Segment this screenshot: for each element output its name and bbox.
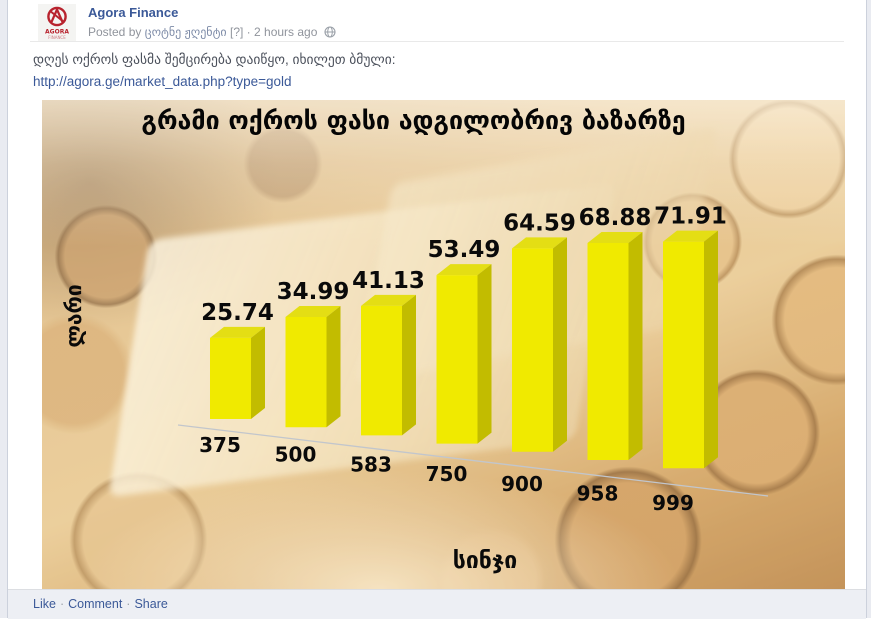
x-tick-label: 958 [577, 482, 619, 506]
bar-front-face [285, 316, 327, 428]
bar-side-face [326, 305, 341, 428]
agora-finance-logo-icon: AGORA FINANCE [45, 6, 69, 40]
bar-front-face [210, 337, 251, 419]
bar-group: 64.59 900 [501, 210, 576, 495]
left-page-edge [0, 0, 8, 618]
bar-front-face [436, 275, 478, 444]
bar-side-face [402, 294, 416, 436]
footer-action-links: Like · Comment · Share [33, 597, 168, 611]
svg-text:FINANCE: FINANCE [48, 35, 66, 40]
svg-text:AGORA: AGORA [45, 29, 69, 36]
post-byline: Posted by ცოტნე ჟღენტი [?] · 2 hours ago [88, 25, 588, 41]
bar-value-label: 34.99 [277, 279, 350, 305]
bar-top-face [285, 305, 341, 317]
bar-top-face [210, 326, 265, 338]
author-badge: [?] [229, 25, 244, 39]
footer-separator: · [126, 597, 131, 611]
bar-front-face [587, 243, 629, 460]
x-axis-label: სინჯი [452, 548, 518, 574]
y-axis-label: ლარი [62, 284, 86, 348]
bar-side-face [553, 237, 567, 452]
page-name-link[interactable]: Agora Finance [88, 5, 179, 20]
header-text: Agora Finance Posted by ცოტნე ჟღენტი [?]… [88, 3, 588, 41]
bar-group: 53.49 750 [426, 237, 501, 486]
footer-separator: · [59, 597, 65, 611]
post-link[interactable]: http://agora.ge/market_data.php?type=gol… [33, 74, 292, 89]
bar-front-face [512, 248, 553, 452]
byline-prefix: Posted by [88, 25, 142, 39]
post-timestamp[interactable]: 2 hours ago [254, 25, 318, 39]
bar-group: 41.13 583 [350, 268, 425, 477]
chart-title: გრამი ოქროს ფასი ადგილობრივ ბაზარზე [141, 106, 686, 135]
bar-side-face [251, 326, 265, 419]
x-tick-label: 750 [426, 462, 468, 486]
x-tick-label: 375 [199, 433, 241, 457]
bar-side-face [628, 232, 643, 460]
bar-side-face [477, 264, 492, 444]
page-avatar[interactable]: AGORA FINANCE [38, 4, 76, 42]
bar-top-face [663, 230, 718, 242]
x-axis-line [177, 424, 769, 497]
bar-value-label: 41.13 [352, 268, 425, 294]
bar-value-label: 53.49 [428, 237, 501, 263]
header-divider [30, 41, 844, 42]
bar-top-face [361, 294, 416, 306]
bar-group: 71.91 999 [652, 204, 727, 516]
bar-top-face [512, 237, 567, 249]
x-tick-label: 900 [501, 472, 543, 496]
x-tick-label: 999 [652, 491, 694, 515]
byline-separator: · [246, 25, 251, 39]
post-footer: Like · Comment · Share [8, 589, 866, 619]
post-message: დღეს ოქროს ფასმა შემცირება დაიწყო, იხილე… [33, 52, 396, 67]
bar-front-face [361, 305, 402, 436]
bar-front-face [663, 241, 704, 469]
gold-price-chart-image[interactable]: გრამი ოქროს ფასი ადგილობრივ ბაზარზე ლარი… [42, 100, 845, 589]
bar-value-label: 25.74 [201, 300, 274, 326]
bar-group: 68.88 958 [577, 205, 652, 505]
bar-series: 25.74 375 34.99 500 41.13 583 53.49 750 64.59 900… [177, 204, 769, 516]
bar-top-face [587, 232, 643, 244]
bar-group: 25.74 375 [199, 300, 274, 457]
author-link[interactable]: ცოტნე ჟღენტი [144, 25, 227, 39]
bar-group: 34.99 500 [275, 279, 350, 467]
x-tick-label: 500 [275, 443, 317, 467]
bar-value-label: 64.59 [503, 210, 576, 236]
right-page-edge [866, 0, 871, 618]
privacy-globe-icon [324, 26, 336, 41]
bar-value-label: 71.91 [654, 204, 727, 230]
bar-side-face [704, 230, 718, 469]
bar-value-label: 68.88 [579, 205, 652, 231]
comment-button[interactable]: Comment [68, 597, 123, 611]
x-tick-label: 583 [350, 452, 392, 476]
like-button[interactable]: Like [33, 597, 56, 611]
share-button[interactable]: Share [134, 597, 168, 611]
bar-top-face [436, 264, 492, 276]
